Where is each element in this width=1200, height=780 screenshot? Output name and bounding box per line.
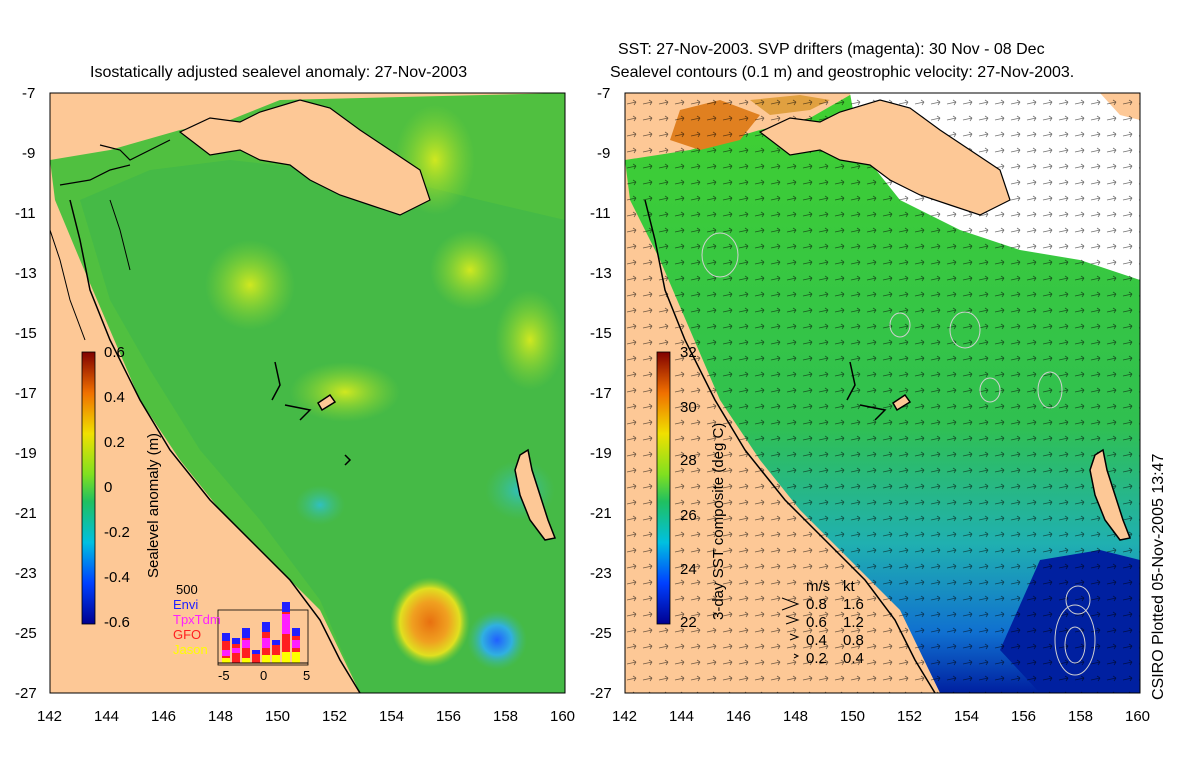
right-map-title-line2: Sealevel contours (0.1 m) and geostrophi… bbox=[610, 64, 1075, 81]
plot-credit: CSIRO Plotted 05-Nov-2005 13:47 bbox=[1150, 453, 1167, 700]
right-map-title-line1: SST: 27-Nov-2003. SVP drifters (magenta)… bbox=[618, 41, 1045, 58]
left-colorbar bbox=[81, 351, 96, 625]
histogram-xtick-5: 5 bbox=[303, 668, 311, 683]
histogram-legend-envi: Envi bbox=[173, 597, 199, 612]
histogram-legend-gfo: GFO bbox=[173, 627, 202, 642]
left-map-field bbox=[50, 93, 565, 693]
left-map-title: Isostatically adjusted sealevel anomaly:… bbox=[90, 64, 468, 81]
speed-legend-glyphs bbox=[781, 597, 800, 659]
histogram-legend-jason: Jason bbox=[173, 642, 208, 657]
right-colorbar-label: 3-day SST composite (deg C) bbox=[710, 422, 727, 620]
right-colorbar bbox=[656, 351, 671, 625]
histogram-xtick-0: 0 bbox=[260, 668, 268, 683]
right-map-field bbox=[625, 93, 1140, 693]
histogram-legend-tpxtdm: TpxTdm bbox=[173, 612, 221, 627]
satellite-histogram bbox=[217, 602, 309, 666]
histogram-xtick-neg5: -5 bbox=[218, 668, 230, 683]
left-colorbar-label: Sealevel anomaly (m) bbox=[145, 432, 162, 578]
histogram-top-label: 500 bbox=[176, 582, 198, 597]
